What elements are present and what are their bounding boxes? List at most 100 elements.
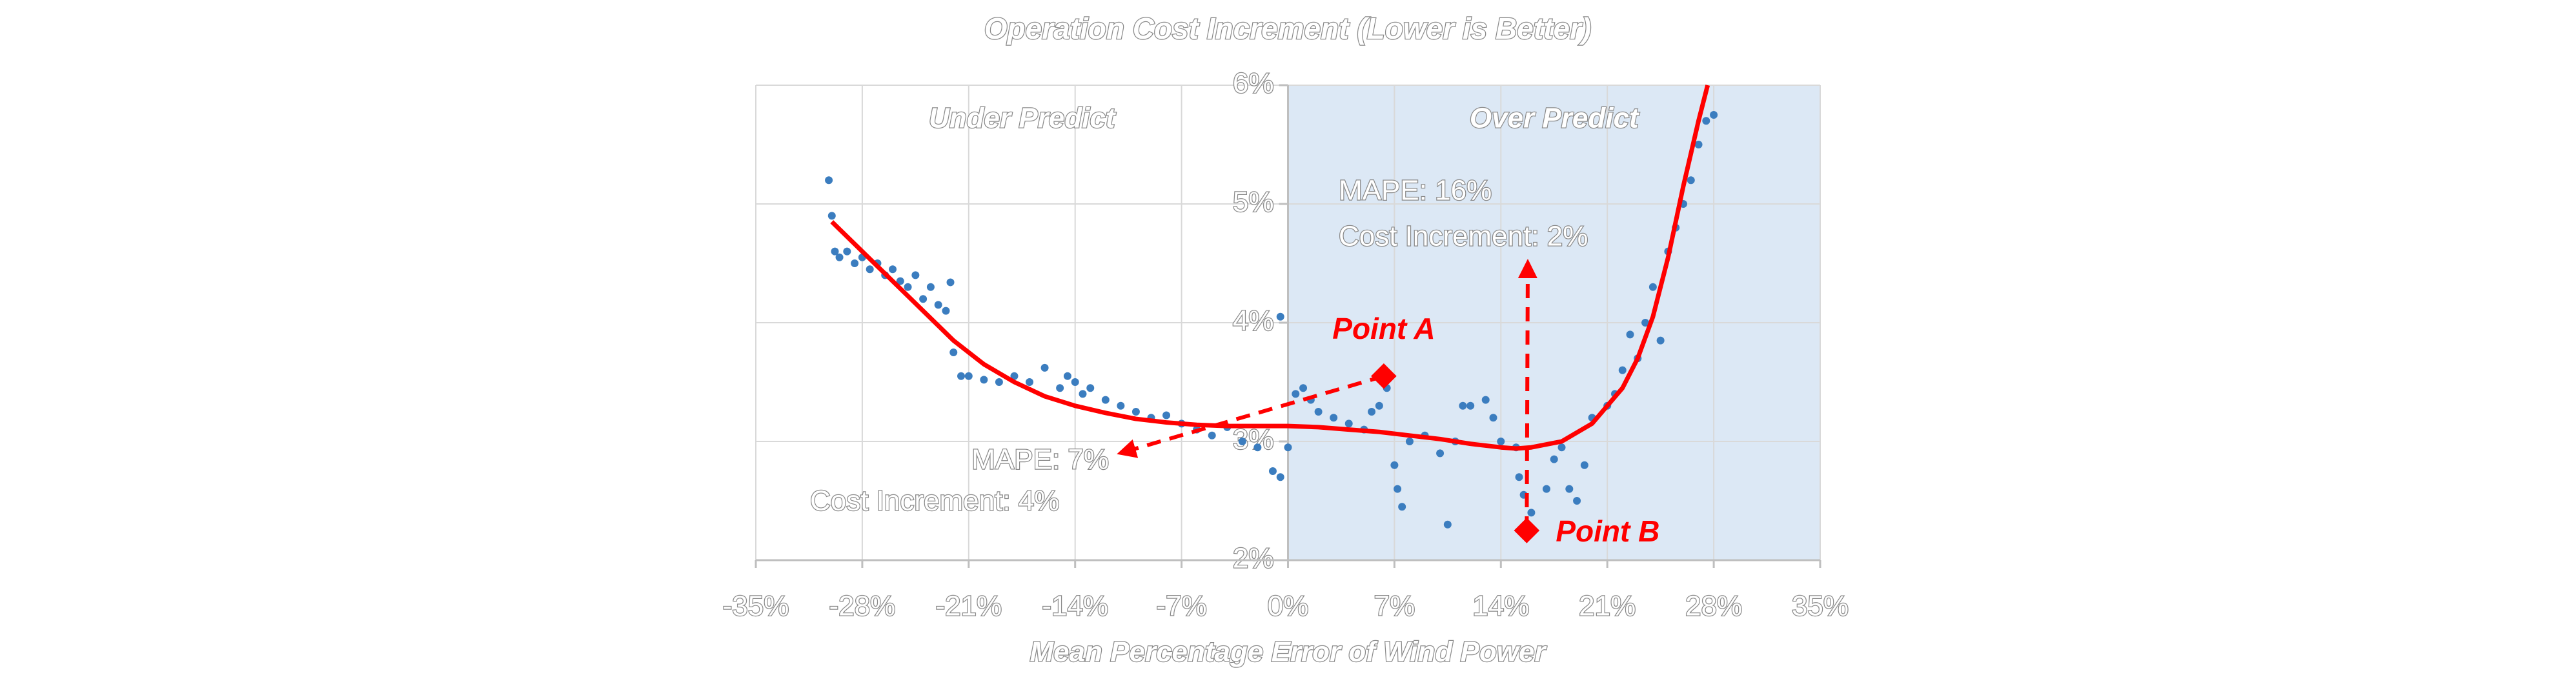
region-label: Over Predict	[1470, 103, 1640, 134]
fit-curve	[830, 85, 1710, 451]
data-point	[1314, 408, 1323, 416]
data-point	[1117, 401, 1125, 410]
annotation-label: Point B	[1556, 514, 1659, 548]
data-point	[1344, 419, 1353, 428]
data-point	[1071, 378, 1079, 386]
data-point	[1648, 283, 1657, 291]
y-tick-label: 5%	[1233, 187, 1274, 218]
data-point	[1398, 503, 1406, 511]
y-tick-label: 6%	[1233, 68, 1274, 99]
x-tick-label: -7%	[1156, 591, 1206, 622]
data-point	[1573, 497, 1581, 505]
data-point	[1527, 509, 1536, 517]
data-point	[1694, 141, 1703, 148]
data-point	[1687, 176, 1695, 185]
data-point	[1276, 312, 1284, 321]
annotation-text: MAPE: 7%	[971, 444, 1109, 476]
annotation-label: Point A	[1332, 312, 1435, 345]
data-point	[1010, 372, 1019, 380]
annotation-point	[1371, 363, 1397, 389]
data-point	[1436, 449, 1445, 458]
data-point	[904, 283, 912, 291]
data-point	[1405, 438, 1414, 445]
y-tick-label: 4%	[1233, 305, 1274, 337]
data-point	[1056, 384, 1064, 392]
data-point	[1481, 396, 1490, 404]
data-point	[1641, 319, 1650, 327]
data-point	[1063, 372, 1071, 380]
data-point	[1162, 411, 1171, 419]
data-point	[1580, 461, 1588, 469]
data-point	[1330, 414, 1338, 422]
data-point	[919, 295, 928, 303]
x-tick-label: 14%	[1472, 591, 1529, 622]
data-point	[949, 348, 958, 356]
data-point	[1459, 401, 1467, 410]
data-point	[835, 253, 844, 261]
data-point	[934, 301, 942, 309]
data-point	[1368, 408, 1376, 416]
annotation-text: Cost Increment: 2%	[1339, 221, 1588, 252]
y-tick-label: 3%	[1233, 424, 1274, 456]
data-point	[1276, 473, 1284, 481]
data-point	[1268, 467, 1277, 475]
data-point	[1626, 330, 1634, 339]
data-point	[889, 265, 897, 274]
x-tick-label: -14%	[1042, 591, 1108, 622]
data-point	[1550, 455, 1558, 463]
x-tick-label: -21%	[935, 591, 1002, 622]
data-point	[911, 271, 920, 279]
data-point	[1542, 485, 1550, 493]
data-point	[1702, 117, 1710, 125]
chart-title: Operation Cost Increment (Lower is Bette…	[984, 12, 1592, 45]
data-point	[831, 247, 839, 256]
x-axis-label: Mean Percentage Error of Wind Power	[1029, 636, 1547, 668]
data-point	[1086, 384, 1095, 392]
data-point	[995, 378, 1003, 386]
annotation-text: Cost Increment: 4%	[810, 485, 1059, 517]
data-point	[942, 307, 950, 315]
x-tick-label: 21%	[1579, 591, 1636, 622]
data-point	[827, 212, 836, 220]
data-point	[1565, 485, 1574, 493]
data-point	[1489, 414, 1497, 422]
data-point	[1253, 443, 1262, 452]
data-point	[1515, 473, 1523, 481]
data-point	[1026, 378, 1034, 386]
data-point	[1101, 396, 1110, 404]
data-point	[1656, 336, 1665, 345]
data-point	[946, 278, 955, 287]
data-point	[1375, 401, 1383, 410]
data-point	[1557, 443, 1566, 452]
data-point	[825, 176, 833, 185]
data-point	[896, 277, 904, 285]
x-tick-label: 35%	[1792, 591, 1849, 622]
data-point	[1238, 438, 1246, 445]
data-point	[1443, 520, 1452, 529]
data-point	[1394, 485, 1402, 493]
data-point	[1466, 401, 1475, 410]
data-point	[1618, 366, 1627, 374]
data-point	[1131, 408, 1140, 416]
data-point	[957, 372, 966, 380]
annotation-text: MAPE: 16%	[1339, 175, 1492, 207]
data-point	[866, 265, 874, 274]
data-point	[851, 259, 859, 267]
data-point	[1079, 390, 1087, 398]
x-tick-label: -35%	[723, 591, 789, 622]
annotation-point	[1514, 518, 1540, 543]
x-tick-label: 0%	[1268, 591, 1309, 622]
data-point	[1292, 390, 1300, 398]
data-point	[926, 283, 935, 291]
data-point	[843, 247, 851, 256]
data-point	[964, 372, 973, 380]
data-point	[1390, 461, 1399, 469]
data-point	[1040, 363, 1049, 372]
data-point	[1284, 443, 1292, 452]
data-point	[1497, 438, 1505, 445]
annotation-arrow	[1517, 259, 1537, 531]
data-point	[1710, 111, 1718, 119]
data-point	[1299, 384, 1308, 392]
region-label: Under Predict	[929, 103, 1117, 134]
